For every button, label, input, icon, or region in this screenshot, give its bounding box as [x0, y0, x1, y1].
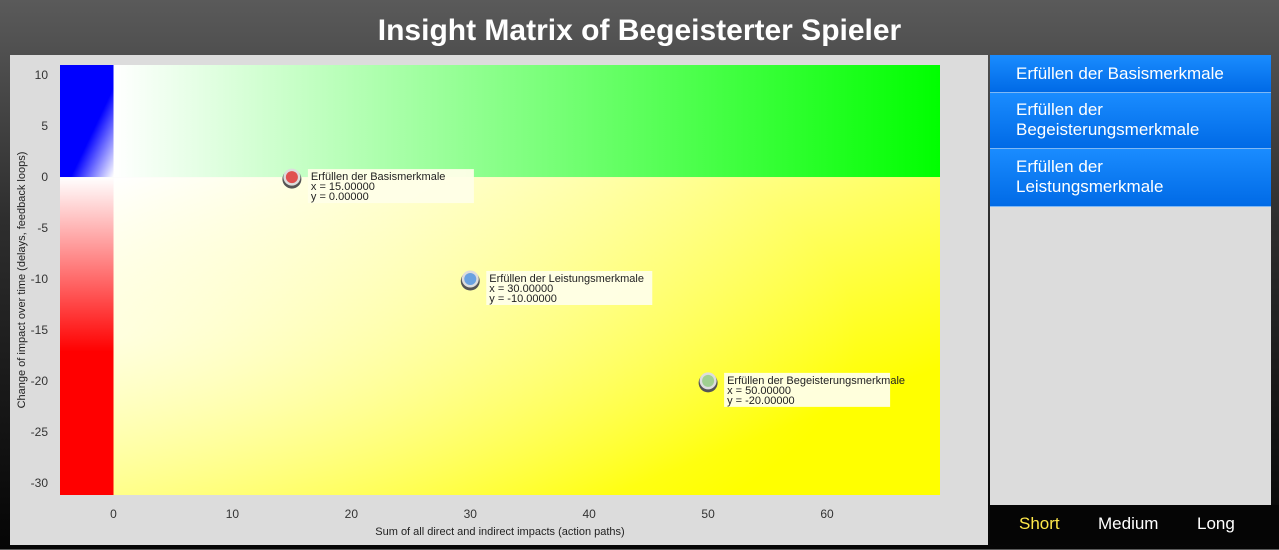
series-item-label: Leistungsmerkmale [1016, 177, 1164, 196]
x-tick-label: 30 [464, 507, 478, 521]
quadrant-top-left [60, 65, 114, 178]
y-tick-label: -10 [31, 272, 49, 286]
data-point-marker [702, 374, 715, 387]
data-point-x-value: x = 50.00000 [727, 385, 791, 397]
tab-medium[interactable]: Medium [1098, 514, 1159, 533]
y-tick-label: 10 [35, 68, 49, 82]
quadrant-fade [113, 177, 941, 495]
series-item-label: Erfüllen der Basismerkmale [1016, 64, 1224, 83]
data-point-y-value: y = 0.00000 [311, 191, 369, 203]
y-tick-label: -5 [37, 221, 48, 235]
data-point-x-value: x = 15.00000 [311, 181, 375, 193]
quadrant-bottom-left [60, 177, 114, 495]
series-item-leistungsmerkmale[interactable]: Erfüllen der Leistungsmerkmale [990, 149, 1271, 207]
x-tick-label: 50 [701, 507, 715, 521]
tab-long[interactable]: Long [1197, 514, 1235, 533]
y-tick-label: -20 [31, 374, 49, 388]
series-item-basismerkmale[interactable]: Erfüllen der Basismerkmale [990, 55, 1271, 93]
y-tick-label: 0 [41, 170, 48, 184]
data-point-x-value: x = 30.00000 [489, 283, 553, 295]
series-item-begeisterungsmerkmale[interactable]: Erfüllen der Begeisterungsmerkmale [990, 93, 1271, 149]
series-item-label: Erfüllen der [1016, 157, 1103, 176]
series-item-label: Erfüllen der [1016, 100, 1103, 119]
data-point-tooltip-bg [307, 169, 474, 204]
x-tick-label: 60 [820, 507, 834, 521]
data-point-y-value: y = -10.00000 [489, 293, 557, 305]
chart-panel: 0 10 20 30 40 50 60 10 5 0 -5 -10 -15 -20 -25 -30 Sum o… [10, 55, 988, 545]
page-title: Insight Matrix of Begeisterter Spieler [377, 14, 902, 47]
tab-short[interactable]: Short [1019, 514, 1060, 533]
data-point-name: Erfüllen der Basismerkmale [311, 171, 446, 183]
y-tick-label: -30 [31, 476, 49, 490]
y-tick-label: 5 [41, 119, 48, 133]
data-point-marker [285, 171, 298, 184]
data-point-name: Erfüllen der Begeisterungsmerkmale [727, 375, 905, 387]
x-tick-label: 10 [226, 507, 240, 521]
series-list-panel: Erfüllen der Basismerkmale Erfüllen der … [990, 55, 1271, 505]
horizon-tabs: Short Medium Long [990, 505, 1279, 545]
data-point-tooltip-bg [724, 372, 891, 407]
data-point-marker [464, 272, 477, 285]
y-tick-label: -15 [31, 323, 49, 337]
quadrant-top-right [113, 65, 941, 178]
data-point-name: Erfüllen der Leistungsmerkmale [489, 273, 644, 285]
y-tick-label: -25 [31, 425, 49, 439]
x-tick-label: 20 [345, 507, 359, 521]
x-tick-label: 0 [110, 507, 117, 521]
data-point-y-value: y = -20.00000 [727, 395, 795, 407]
x-axis-label: Sum of all direct and indirect impacts (… [375, 526, 624, 538]
data-point-tooltip-bg [486, 270, 653, 305]
series-item-label: Begeisterungsmerkmale [1016, 120, 1200, 139]
y-axis-label: Change of impact over time (delays, feed… [16, 152, 28, 409]
x-tick-label: 40 [583, 507, 597, 521]
